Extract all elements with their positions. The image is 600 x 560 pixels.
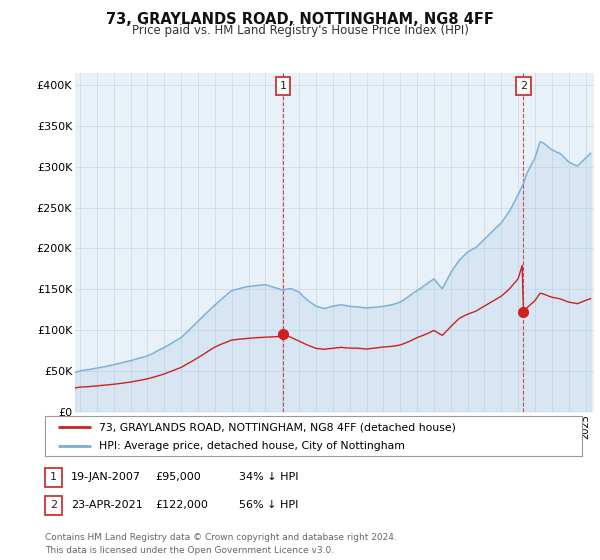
Text: 23-APR-2021: 23-APR-2021 xyxy=(71,500,143,510)
Text: 1: 1 xyxy=(280,81,287,91)
Text: HPI: Average price, detached house, City of Nottingham: HPI: Average price, detached house, City… xyxy=(98,441,404,451)
Text: £122,000: £122,000 xyxy=(155,500,208,510)
Text: 73, GRAYLANDS ROAD, NOTTINGHAM, NG8 4FF (detached house): 73, GRAYLANDS ROAD, NOTTINGHAM, NG8 4FF … xyxy=(98,422,455,432)
Text: 2: 2 xyxy=(520,81,527,91)
Text: £95,000: £95,000 xyxy=(155,472,200,482)
Text: 34% ↓ HPI: 34% ↓ HPI xyxy=(239,472,298,482)
Text: 73, GRAYLANDS ROAD, NOTTINGHAM, NG8 4FF: 73, GRAYLANDS ROAD, NOTTINGHAM, NG8 4FF xyxy=(106,12,494,27)
Text: Price paid vs. HM Land Registry's House Price Index (HPI): Price paid vs. HM Land Registry's House … xyxy=(131,24,469,37)
Text: 2: 2 xyxy=(50,500,57,510)
Text: 1: 1 xyxy=(50,472,57,482)
Text: 19-JAN-2007: 19-JAN-2007 xyxy=(71,472,141,482)
Text: Contains HM Land Registry data © Crown copyright and database right 2024.
This d: Contains HM Land Registry data © Crown c… xyxy=(45,533,397,554)
Text: 56% ↓ HPI: 56% ↓ HPI xyxy=(239,500,298,510)
